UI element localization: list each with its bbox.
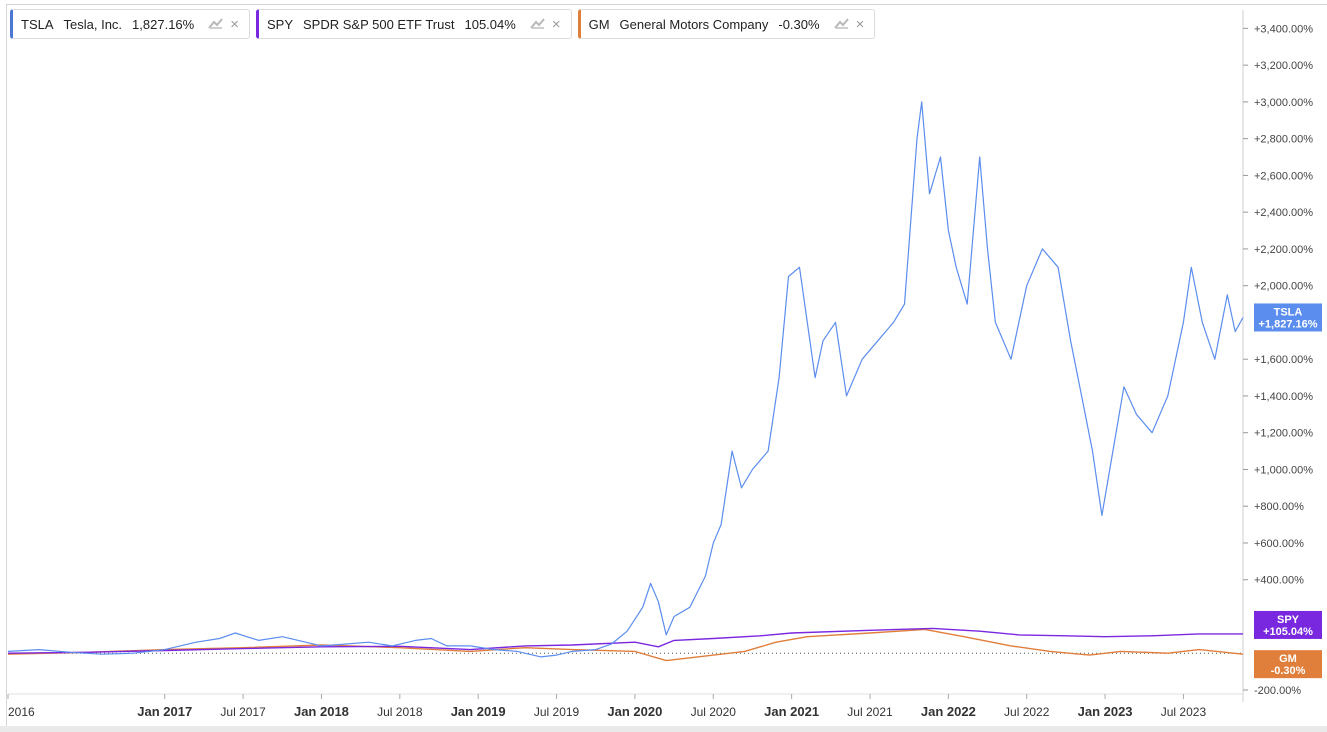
end-label-box [1254,610,1322,639]
y-tick-label: -200.00% [1254,685,1301,697]
legend-chip-spy[interactable]: SPY SPDR S&P 500 ETF Trust 105.04% × [255,9,572,39]
series-line-tsla [7,101,1244,658]
end-label-symbol: SPY [1277,614,1300,626]
x-tick-label: Jan 2017 [137,704,192,719]
x-tick-label: 2016 [8,705,35,719]
y-tick-label: +2,400.00% [1254,207,1313,219]
end-label-value: +105.04% [1263,626,1313,638]
y-tick-label: +2,000.00% [1254,281,1313,293]
settings-icon[interactable] [530,18,546,30]
settings-icon[interactable] [833,18,850,30]
y-tick-label: +2,200.00% [1254,244,1313,256]
legend-symbol: SPY [266,16,293,32]
x-tick-label: Jul 2021 [847,705,893,719]
end-label-spy: SPY+105.04% [1254,610,1322,639]
x-tick-label: Jan 2020 [607,704,662,719]
legend-chip-gm[interactable]: GM General Motors Company -0.30% × [577,9,876,39]
x-tick-label: Jan 2023 [1078,704,1133,719]
close-icon[interactable]: × [230,15,239,33]
close-icon[interactable]: × [551,15,561,33]
end-label-tsla: TSLA+1,827.16% [1254,303,1322,332]
y-tick-label: +600.00% [1254,538,1304,550]
end-label-value: -0.30% [1271,665,1306,677]
legend-percent: -0.30% [778,16,820,32]
x-tick-label: Jul 2017 [220,705,266,719]
legend-chip-tsla[interactable]: TSLA Tesla, Inc. 1,827.16% × [10,9,250,39]
y-tick-label: +2,600.00% [1254,170,1313,182]
y-tick-label: +1,600.00% [1254,354,1313,366]
x-tick-label: Jul 2020 [691,705,737,719]
series-line-gm [7,628,1244,662]
y-tick-label: +3,200.00% [1254,60,1313,72]
x-tick-label: Jul 2018 [377,705,423,719]
end-label-symbol: GM [1279,653,1297,665]
x-tick-label: Jan 2018 [294,704,349,719]
y-tick-label: +2,800.00% [1254,134,1313,146]
x-tick-label: Jan 2022 [921,704,976,719]
y-tick-label: +3,400.00% [1254,23,1313,35]
legend-name: General Motors Company [619,16,769,32]
close-icon[interactable]: × [855,15,865,33]
y-tick-label: +1,400.00% [1254,391,1313,403]
end-label-gm: GM-0.30% [1254,650,1322,679]
y-tick-label: +800.00% [1254,501,1304,513]
settings-icon[interactable] [208,18,224,30]
legend-name: Tesla, Inc. [63,16,123,32]
x-tick-label: Jan 2019 [451,704,506,719]
end-label-value: +1,827.16% [1258,318,1317,330]
y-tick-label: +400.00% [1254,575,1304,587]
x-tick-label: Jul 2019 [534,705,580,719]
legend-percent: 1,827.16% [132,16,195,32]
legend-name: SPDR S&P 500 ETF Trust [303,16,455,32]
chart-frame [6,4,1327,726]
x-tick-label: Jul 2023 [1161,705,1207,719]
x-tick-label: Jul 2022 [1004,705,1050,719]
x-tick-label: Jan 2021 [764,704,819,719]
y-tick-label: +3,000.00% [1254,97,1313,109]
legend-symbol: TSLA [21,16,54,32]
bottom-strip [0,726,1327,732]
end-label-box [1254,650,1322,679]
y-tick-label: +1,200.00% [1254,428,1313,440]
legend: TSLA Tesla, Inc. 1,827.16% × SPY SPDR S&… [10,9,876,39]
y-tick-label: +1,000.00% [1254,464,1313,476]
legend-percent: 105.04% [464,16,516,32]
end-label-symbol: TSLA [1274,306,1303,318]
legend-symbol: GM [588,16,610,32]
end-label-box [1254,303,1322,332]
series-line-spy [7,627,1243,654]
